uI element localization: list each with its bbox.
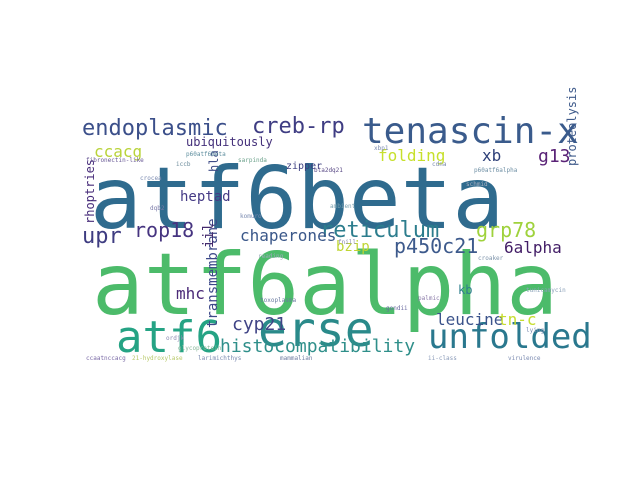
- word: atf6beta: [90, 149, 505, 249]
- word: atf6: [116, 312, 222, 363]
- small-word: ambient: [330, 203, 356, 210]
- small-word: lying: [526, 327, 545, 334]
- word: folding: [378, 146, 446, 165]
- word: xb: [482, 146, 502, 165]
- small-word: ccaatnccacg: [86, 355, 126, 362]
- small-word: toxoplasma: [260, 297, 297, 304]
- small-word: schmid: [466, 181, 488, 188]
- word: 6alpha: [504, 238, 562, 257]
- word: iil: [201, 222, 217, 248]
- small-word: glycoprotein: [178, 345, 222, 352]
- word: p450c21: [394, 234, 479, 258]
- word: atf6alpha: [92, 235, 558, 335]
- small-word: sarpinda: [238, 157, 267, 164]
- small-word: fnill: [338, 239, 357, 246]
- word: zipper: [286, 161, 323, 172]
- small-word: crocea: [140, 175, 162, 182]
- small-word: larimichthys: [198, 355, 242, 362]
- small-word: gondii: [386, 305, 408, 312]
- word: upr: [82, 224, 122, 249]
- word: mhc: [176, 284, 205, 303]
- word: tn-c: [498, 310, 537, 329]
- small-word: komuro: [240, 213, 262, 220]
- word: proteolysis: [565, 86, 579, 166]
- word: kb: [458, 283, 473, 297]
- word: ccacg: [94, 142, 143, 161]
- small-word: dqb2: [150, 205, 165, 212]
- word: ubiquitously: [186, 135, 273, 149]
- word: creb-rp: [252, 114, 345, 139]
- small-word: p60atf6alpha: [474, 167, 518, 174]
- small-word: palmic: [418, 295, 440, 302]
- word: chaperones: [240, 226, 337, 245]
- word: histocompatibility: [220, 336, 416, 357]
- word: reticulum: [320, 218, 440, 243]
- small-word: iccb: [176, 161, 191, 168]
- small-word: xbp1: [374, 145, 389, 152]
- word-cloud: atf6beta atf6alpha erse atf6 tenascin-x …: [80, 87, 592, 370]
- small-word: tunicamycin: [526, 287, 566, 294]
- word: rop18: [134, 218, 195, 242]
- word: endoplasmic: [82, 116, 228, 141]
- word: g13: [538, 146, 571, 167]
- word: unfolded: [428, 317, 592, 357]
- word: leucine: [436, 310, 504, 329]
- word: rhoptries: [83, 158, 97, 224]
- word: erse: [258, 302, 374, 358]
- small-word: ordjk: [166, 335, 185, 342]
- word: bzip: [336, 239, 370, 255]
- small-word: bta2dq21: [314, 167, 343, 174]
- small-word: p60atf6beta: [186, 151, 226, 158]
- word: cyp21: [232, 314, 287, 335]
- small-word: 21-hydroxylase: [132, 355, 183, 362]
- small-word: croaker: [478, 255, 504, 262]
- small-word: mammalian: [280, 355, 313, 362]
- word: heptad: [180, 189, 231, 205]
- small-word: reading: [258, 253, 284, 260]
- small-word: virulence: [508, 355, 541, 362]
- word: tenascin-x: [362, 111, 579, 152]
- small-word: ii-class: [428, 355, 457, 362]
- small-word: cdna: [432, 161, 447, 168]
- word: grp78: [476, 218, 537, 242]
- small-word: fibronectin-like: [86, 157, 144, 164]
